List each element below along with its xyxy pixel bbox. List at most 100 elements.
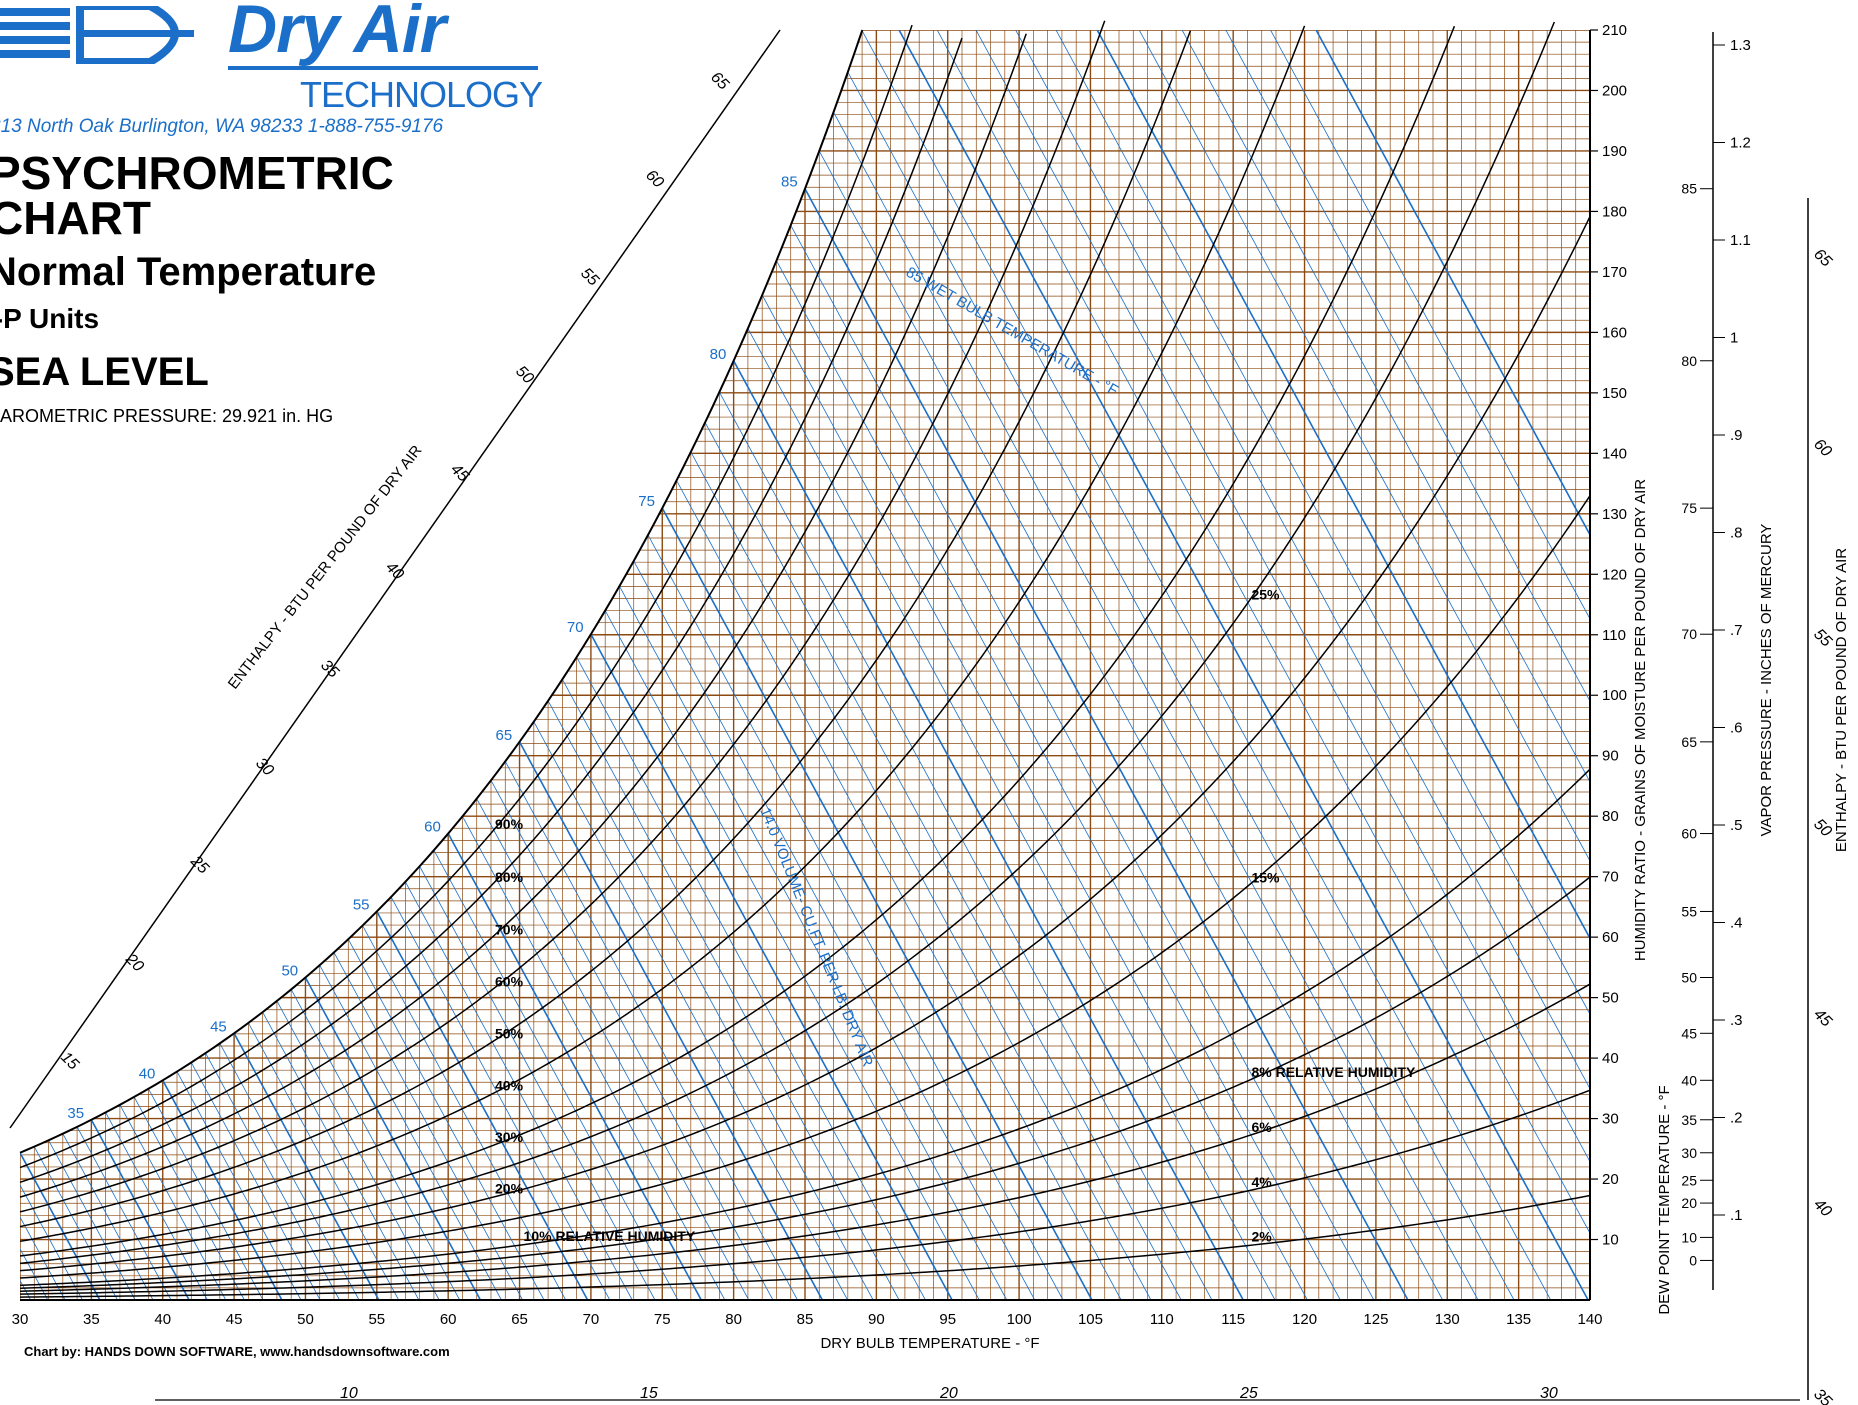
wet-bulb-line [20, 1164, 66, 1300]
vapor-pressure-tick-label: .8 [1730, 525, 1743, 542]
rh-label-25: 25% [1251, 586, 1280, 602]
rh-label-8: 8% RELATIVE HUMIDITY [1251, 1064, 1416, 1080]
wet-bulb-line [504, 761, 798, 1300]
wet-bulb-label: 60 [424, 819, 441, 836]
x-tick-label: 80 [725, 1311, 742, 1328]
wet-bulb-line [20, 1169, 49, 1300]
vapor-pressure-tick-label: .6 [1730, 720, 1743, 737]
dew-point-tick-label: 75 [1681, 500, 1697, 516]
wet-bulb-label: 80 [710, 346, 727, 363]
rh-curve-70 [19, 33, 1027, 1198]
y-tick-label: 190 [1602, 143, 1627, 160]
wet-bulb-line [818, 150, 1443, 1300]
wet-bulb-and-volume-lines [20, 30, 1590, 1300]
y-tick-label: 110 [1602, 627, 1626, 644]
enthalpy-bottom-tick-label: 10 [340, 1385, 358, 1402]
wet-bulb-label: 70 [567, 619, 584, 636]
enthalpy-right-tick-label: 35 [1810, 1386, 1835, 1405]
rh-curve-40 [19, 25, 1306, 1243]
rh-curve-10 [19, 768, 1591, 1287]
dew-point-title: DEW POINT TEMPERATURE - °F [1656, 1085, 1673, 1314]
wet-bulb-line [419, 866, 656, 1300]
wet-bulb-line [875, 30, 1589, 1300]
wet-bulb-line [233, 1032, 380, 1300]
enthalpy-right-tick-label: 40 [1810, 1196, 1835, 1221]
rh-curve-90 [19, 24, 913, 1169]
x-tick-label: 55 [368, 1311, 385, 1328]
enthalpy-bottom-tick-label: 30 [1540, 1385, 1558, 1402]
wet-bulb-line [633, 560, 1036, 1300]
rh-curve-60 [19, 20, 1106, 1213]
wet-bulb-line [405, 881, 633, 1300]
wet-bulb-line [162, 1079, 283, 1300]
rh-label-80: 80% [495, 869, 524, 885]
x-tick-label: 120 [1292, 1311, 1317, 1328]
wet-bulb-line [604, 610, 980, 1300]
brand-rule [228, 66, 538, 70]
vapor-pressure-tick-label: 1.1 [1730, 232, 1751, 249]
x-tick-label: 50 [297, 1311, 314, 1328]
wet-bulb-line [490, 780, 774, 1300]
x-tick-label: 110 [1150, 1311, 1174, 1328]
x-tick-label: 135 [1506, 1311, 1531, 1328]
x-tick-label: 40 [154, 1311, 171, 1328]
wet-bulb-line [761, 294, 1308, 1300]
y-tick-label: 40 [1602, 1050, 1619, 1067]
rh-curve-6 [19, 983, 1591, 1292]
enthalpy-right-tick-label: 65 [1810, 246, 1835, 271]
rh-label-30: 30% [495, 1129, 524, 1145]
dew-point-tick-label: 80 [1681, 353, 1697, 369]
x-axis-title: DRY BULB TEMPERATURE - °F [820, 1335, 1039, 1352]
wet-bulb-label: 75 [638, 493, 655, 510]
vapor-pressure-tick-label: 1 [1730, 330, 1738, 347]
wet-bulb-line [347, 939, 545, 1300]
wet-bulb-line [747, 328, 1276, 1300]
enthalpy-right-tick-label: 50 [1810, 816, 1835, 841]
wet-bulb-line [961, 30, 1590, 1300]
vapor-pressure-tick-label: .1 [1730, 1207, 1743, 1224]
rh-curve-8 [19, 876, 1591, 1290]
chart-axes: 30 35 40 45 50 55 60 65 70 75 80 85 90 95 100 105 110 115… [12, 22, 1649, 1352]
rh-label-15: 15% [1251, 869, 1280, 885]
x-tick-label: 65 [511, 1311, 528, 1328]
wet-bulb-line [105, 1112, 208, 1300]
wet-bulb-line [661, 507, 1093, 1300]
wet-bulb-label: 50 [281, 963, 298, 980]
wet-bulb-line [647, 534, 1064, 1300]
chart-credit: Chart by: HANDS DOWN SOFTWARE, www.hands… [24, 1344, 450, 1359]
x-tick-label: 45 [226, 1311, 243, 1328]
x-tick-label: 115 [1221, 1311, 1245, 1328]
rh-label-40: 40% [495, 1078, 524, 1094]
enthalpy-left-scale [9, 29, 781, 1129]
wet-bulb-line [20, 1158, 83, 1300]
rh-label-70: 70% [495, 921, 524, 937]
vapor-pressure-tick-label: .4 [1730, 915, 1743, 932]
dew-point-tick-label: 20 [1681, 1195, 1697, 1211]
enthalpy-left-tick-label: 25 [186, 852, 211, 877]
rh-curve-50 [19, 30, 1192, 1228]
wet-bulb-line [20, 1174, 31, 1300]
vapor-pressure-tick-label: .5 [1730, 817, 1743, 834]
wet-bulb-line [790, 225, 1375, 1300]
wet-bulb-label: 40 [139, 1065, 156, 1082]
wet-bulb-line [333, 952, 523, 1300]
dew-point-tick-label: 85 [1681, 181, 1697, 197]
y-tick-label: 50 [1602, 990, 1619, 1007]
wet-bulb-line [847, 71, 1515, 1300]
wet-bulb-line [676, 480, 1122, 1300]
enthalpy-left-tick-label: 60 [642, 167, 667, 192]
y-tick-label: 70 [1602, 869, 1619, 886]
rh-label-4: 4% [1251, 1174, 1272, 1190]
wet-bulb-label: 65 [496, 727, 513, 744]
rh-label-60: 60% [495, 974, 524, 990]
x-tick-label: 140 [1577, 1311, 1602, 1328]
enthalpy-left-tick-label: 45 [447, 461, 472, 486]
wet-bulb-line [1004, 30, 1590, 1300]
wet-bulb-line [833, 111, 1479, 1300]
wet-bulb-line [990, 30, 1590, 1300]
wet-bulb-line [248, 1022, 400, 1300]
dew-point-tick-label: 55 [1681, 903, 1697, 919]
wet-bulb-line [290, 989, 461, 1300]
wet-bulb-line [262, 1011, 420, 1300]
rh-curve-20 [19, 216, 1591, 1272]
